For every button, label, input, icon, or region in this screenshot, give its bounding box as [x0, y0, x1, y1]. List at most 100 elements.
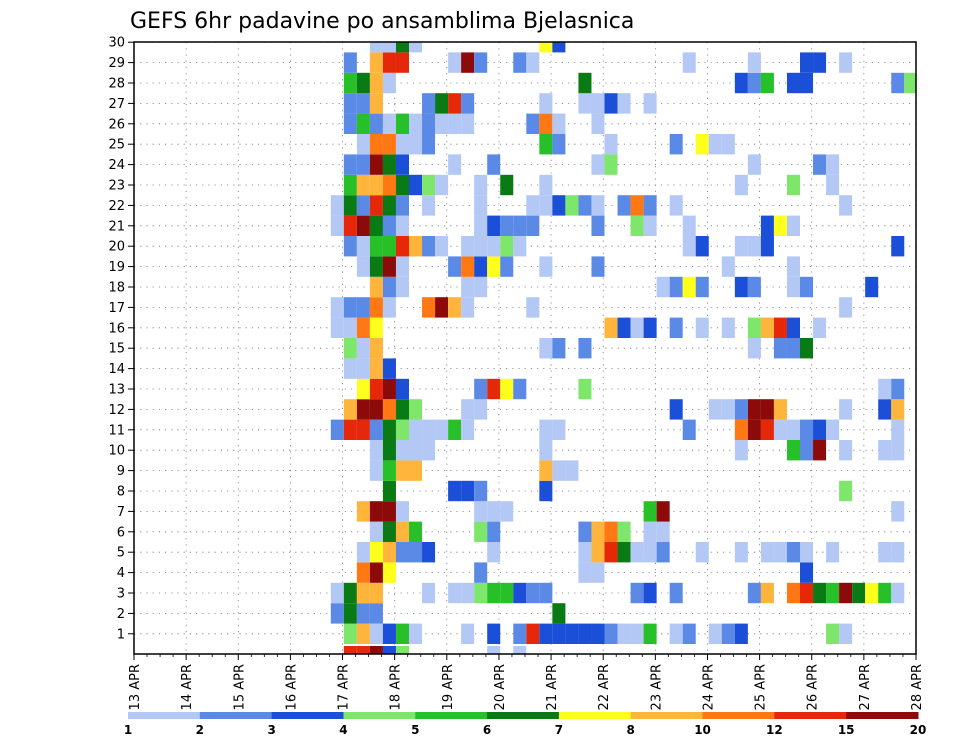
colorbar-swatch: [774, 712, 847, 719]
heatmap-cell: [500, 174, 514, 196]
heatmap-cell: [461, 52, 475, 73]
colorbar-label: 5: [411, 723, 419, 737]
heatmap-cell: [656, 276, 670, 298]
heatmap-cell: [643, 501, 657, 522]
heatmap-cell: [382, 72, 396, 94]
heatmap-cell: [461, 297, 475, 318]
heatmap-cell: [343, 195, 357, 216]
heatmap-cell: [369, 542, 383, 563]
heatmap-cell: [448, 154, 462, 175]
heatmap-cell: [474, 236, 488, 257]
heatmap-cell: [760, 317, 774, 338]
heatmap-cell: [343, 113, 357, 134]
heatmap-cell: [487, 215, 501, 236]
colorbar-label: 1: [124, 723, 132, 737]
heatmap-cell: [539, 582, 553, 604]
heatmap-cell: [578, 93, 592, 114]
heatmap-cell: [734, 440, 748, 461]
heatmap-cell: [760, 72, 774, 94]
heatmap-cell: [773, 338, 787, 359]
y-axis: 1234567891011121314151617181920212223242…: [108, 36, 134, 642]
x-tick-label: 13 APR: [128, 664, 143, 710]
heatmap-cell: [617, 195, 631, 216]
heatmap-cell: [773, 419, 787, 440]
heatmap-cell: [539, 93, 553, 114]
heatmap-cell: [487, 256, 501, 277]
heatmap-cell: [356, 419, 370, 440]
heatmap-cell: [539, 195, 553, 216]
heatmap-cell: [630, 582, 644, 604]
heatmap-cell: [578, 521, 592, 542]
heatmap-cell: [800, 276, 814, 298]
heatmap-cell: [422, 419, 436, 440]
heatmap-cell: [343, 154, 357, 175]
heatmap-cell: [721, 317, 735, 338]
heatmap-cell: [395, 256, 410, 277]
heatmap-cell: [578, 562, 592, 583]
heatmap-cell: [708, 399, 722, 420]
heatmap-cell: [513, 215, 527, 236]
heatmap-cell: [369, 42, 383, 53]
heatmap-cell: [409, 134, 423, 155]
heatmap-cell: [643, 93, 657, 114]
heatmap-cell: [382, 399, 396, 420]
heatmap-cell: [422, 542, 436, 563]
heatmap-cell: [747, 582, 761, 604]
heatmap-cell: [409, 623, 423, 644]
colorbar-label: 10: [694, 723, 711, 737]
heatmap-cell: [356, 603, 370, 624]
heatmap-cell: [487, 236, 501, 257]
heatmap-cell: [695, 317, 709, 338]
heatmap-cell: [656, 501, 670, 522]
heatmap-cell: [760, 399, 774, 420]
heatmap-cell: [539, 42, 553, 53]
colorbar-label: 8: [627, 723, 635, 737]
heatmap-cell: [813, 419, 827, 440]
heatmap-cell: [800, 72, 814, 94]
heatmap-cell: [786, 582, 801, 604]
colorbar-label: 20: [910, 723, 927, 737]
heatmap-cell: [409, 174, 423, 196]
heatmap-cell: [474, 276, 488, 298]
heatmap-cell: [330, 603, 344, 624]
x-tick-label: 28 APR: [910, 664, 925, 710]
heatmap-cell: [395, 42, 410, 53]
heatmap-cell: [409, 42, 423, 53]
heatmap-cell: [369, 317, 383, 338]
heatmap-cell: [604, 93, 618, 114]
y-tick-label: 6: [117, 525, 125, 540]
heatmap-cell: [395, 52, 410, 73]
heatmap-cell: [721, 623, 735, 644]
heatmap-cell: [617, 521, 631, 542]
y-tick-label: 13: [108, 383, 125, 398]
heatmap-cell: [474, 215, 488, 236]
heatmap-cell: [578, 72, 592, 94]
heatmap-cell: [552, 42, 566, 53]
heatmap-cell: [330, 582, 344, 604]
heatmap-cell: [747, 276, 761, 298]
heatmap-cell: [786, 215, 801, 236]
heatmap-cell: [682, 52, 696, 73]
heatmap-cell: [369, 440, 383, 461]
heatmap-cell: [356, 562, 370, 583]
heatmap-cell: [422, 236, 436, 257]
x-tick-label: 22 APR: [597, 664, 612, 710]
heatmap-cell: [343, 174, 357, 196]
heatmap-cell: [382, 215, 396, 236]
heatmap-cell: [356, 236, 370, 257]
heatmap-cell: [734, 399, 748, 420]
heatmap-cell: [369, 52, 383, 73]
heatmap-cell: [760, 419, 774, 440]
heatmap-cell: [734, 419, 748, 440]
heatmap-cell: [747, 154, 761, 175]
heatmap-cell: [395, 215, 410, 236]
heatmap-cell: [369, 256, 383, 277]
heatmap-cell: [669, 276, 683, 298]
heatmap-cell: [826, 623, 840, 644]
heatmap-cell: [474, 399, 488, 420]
heatmap-cell: [356, 582, 370, 604]
heatmap-cell: [369, 195, 383, 216]
heatmap-cell: [786, 419, 801, 440]
heatmap-cell: [382, 236, 396, 257]
